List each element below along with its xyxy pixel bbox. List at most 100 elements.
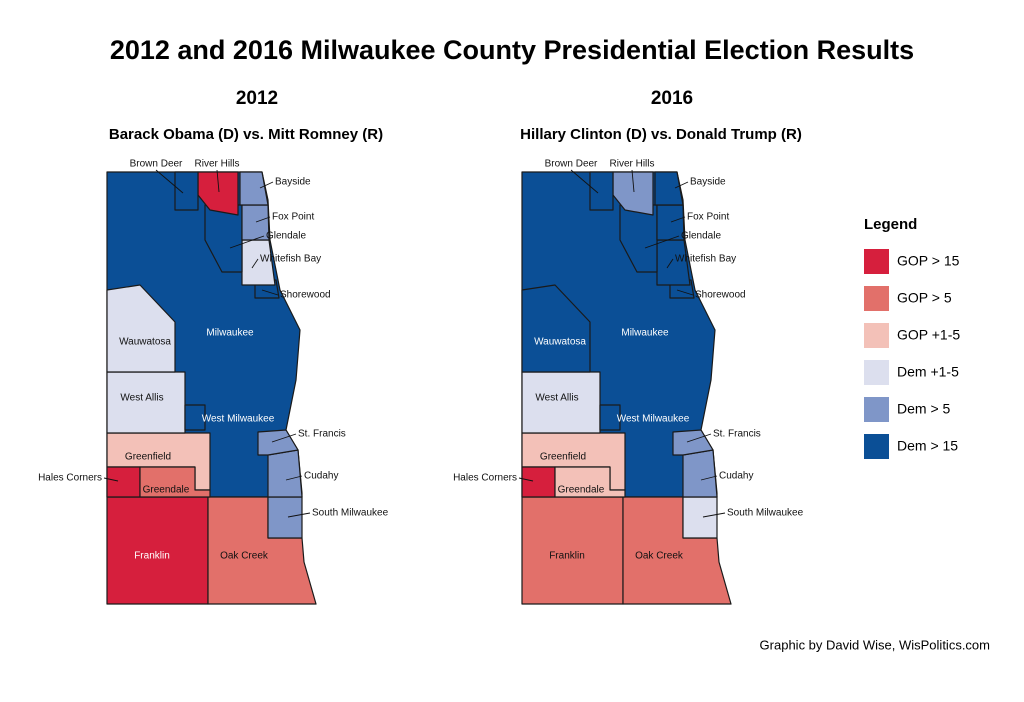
leader-line (670, 216, 686, 223)
leader-line (644, 235, 680, 249)
legend-swatch (864, 360, 889, 385)
municipality-label: Franklin (549, 551, 585, 562)
municipality (106, 284, 176, 373)
municipality-label: South Milwaukee (312, 508, 389, 519)
municipality-label: West Allis (120, 393, 163, 404)
municipality-label: Milwaukee (206, 328, 254, 339)
municipality (682, 449, 718, 498)
leader-line (259, 181, 274, 189)
leader-line (251, 258, 259, 269)
municipality (239, 171, 269, 206)
municipality (599, 404, 621, 431)
page-title: 2012 and 2016 Milwaukee County President… (110, 35, 914, 65)
election-map: 2012 Barack Obama (D) vs. Mitt Romney (R)… (38, 88, 389, 605)
municipality (241, 204, 270, 241)
leader-line (285, 475, 303, 481)
municipality-label: West Milwaukee (617, 414, 690, 425)
municipality-label: Franklin (134, 551, 170, 562)
municipality-label: Glendale (681, 231, 721, 242)
leader-line (103, 477, 119, 482)
municipality-label: Milwaukee (621, 328, 669, 339)
municipality (654, 171, 684, 206)
legend-swatch (864, 249, 889, 274)
municipality-label: Fox Point (687, 212, 729, 223)
municipality-label: Cudahy (719, 471, 753, 482)
municipality (521, 284, 591, 373)
municipality-label: Bayside (690, 177, 726, 188)
legend-swatch (864, 286, 889, 311)
municipality (672, 429, 714, 456)
municipality (184, 404, 206, 431)
municipality-label: River Hills (610, 159, 655, 170)
leader-line (702, 512, 726, 518)
municipality-label: Glendale (266, 231, 306, 242)
legend-label: Dem +1-5 (897, 364, 959, 380)
municipality (139, 466, 211, 498)
legend-title: Legend (864, 216, 917, 233)
municipality (521, 466, 556, 498)
map-subtitle: Hillary Clinton (D) vs. Donald Trump (R) (520, 126, 802, 143)
municipality-label: Shorewood (280, 290, 331, 301)
leader-line (518, 477, 534, 482)
leader-line (674, 181, 689, 189)
leader-line (700, 475, 718, 481)
municipality-label: Shorewood (695, 290, 746, 301)
map-year: 2012 (236, 88, 278, 109)
legend-swatch (864, 323, 889, 348)
credit: Graphic by David Wise, WisPolitics.com (760, 637, 990, 652)
municipality (589, 171, 614, 211)
legend-label: GOP > 5 (897, 290, 952, 306)
municipality (267, 449, 303, 498)
municipality-label: Brown Deer (545, 159, 598, 170)
leader-line (287, 512, 311, 518)
legend: Legend GOP > 15 GOP > 5 GOP +1-5 Dem +1-5 Dem… (864, 216, 960, 459)
municipality-label: St. Francis (298, 429, 346, 440)
map-year: 2016 (651, 88, 693, 109)
map-subtitle: Barack Obama (D) vs. Mitt Romney (R) (109, 126, 383, 143)
municipality (174, 171, 199, 211)
leader-line (255, 216, 271, 223)
municipality (267, 496, 303, 539)
legend-label: Dem > 5 (897, 401, 951, 417)
municipality-label: Whitefish Bay (260, 254, 321, 265)
municipality (257, 429, 299, 456)
municipality-label: Greendale (143, 485, 190, 496)
legend-label: Dem > 15 (897, 438, 958, 454)
legend-swatch (864, 397, 889, 422)
municipality-label: Bayside (275, 177, 311, 188)
municipality-label: Oak Creek (220, 551, 269, 562)
municipality (554, 466, 626, 498)
municipality-label: West Milwaukee (202, 414, 275, 425)
municipality-label: Oak Creek (635, 551, 684, 562)
leader-line (229, 235, 265, 249)
municipality-label: Brown Deer (130, 159, 183, 170)
municipality-label: Hales Corners (38, 473, 102, 484)
legend-swatch (864, 434, 889, 459)
municipality-label: Greendale (558, 485, 605, 496)
municipality (682, 496, 718, 539)
leader-line (271, 433, 297, 443)
municipality-label: St. Francis (713, 429, 761, 440)
municipality-label: Cudahy (304, 471, 338, 482)
municipality-label: Hales Corners (453, 473, 517, 484)
legend-label: GOP +1-5 (897, 327, 960, 343)
municipality-label: Wauwatosa (119, 337, 171, 348)
municipality-label: Greenfield (540, 452, 586, 463)
leader-line (155, 169, 184, 194)
municipality (106, 466, 141, 498)
leader-line (631, 169, 635, 193)
municipality (656, 204, 685, 241)
leader-line (666, 258, 674, 269)
municipality-label: Whitefish Bay (675, 254, 736, 265)
municipality-label: River Hills (195, 159, 240, 170)
legend-label: GOP > 15 (897, 253, 960, 269)
municipality-label: Greenfield (125, 452, 171, 463)
leader-line (261, 289, 279, 296)
municipality-label: Wauwatosa (534, 337, 586, 348)
election-map: 2016 Hillary Clinton (D) vs. Donald Trump… (453, 88, 804, 605)
leader-line (676, 289, 694, 296)
leader-line (216, 169, 220, 193)
leader-line (570, 169, 599, 194)
municipality-label: West Allis (535, 393, 578, 404)
